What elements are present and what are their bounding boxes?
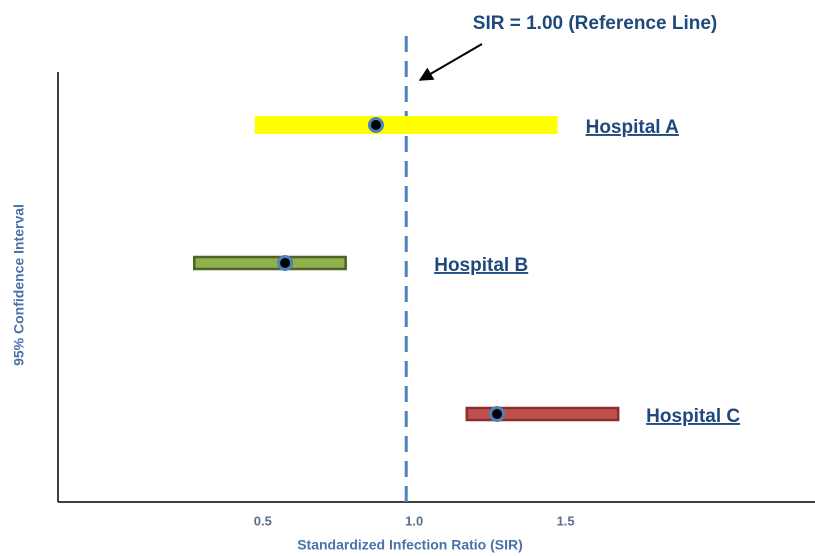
point-estimate [277,255,294,271]
y-axis-title: 95% Confidence Interval [11,204,27,366]
x-tick-label: 1.5 [557,513,575,528]
point-estimate [367,117,384,133]
annotation-arrow [418,43,483,81]
interval-bar [254,116,558,134]
category-label: Hospital B [434,255,528,276]
interval-bar [193,255,347,271]
point-estimate [489,406,506,422]
category-label: Hospital C [646,406,740,427]
x-tick-label: 1.0 [405,513,423,528]
annotation: SIR = 1.00 (Reference Line) [473,13,717,34]
x-tick-label: 0.5 [254,513,272,528]
category-label: Hospital A [586,117,680,138]
interval-bar [465,406,620,422]
x-axis-title: Standardized Infection Ratio (SIR) [297,537,523,553]
